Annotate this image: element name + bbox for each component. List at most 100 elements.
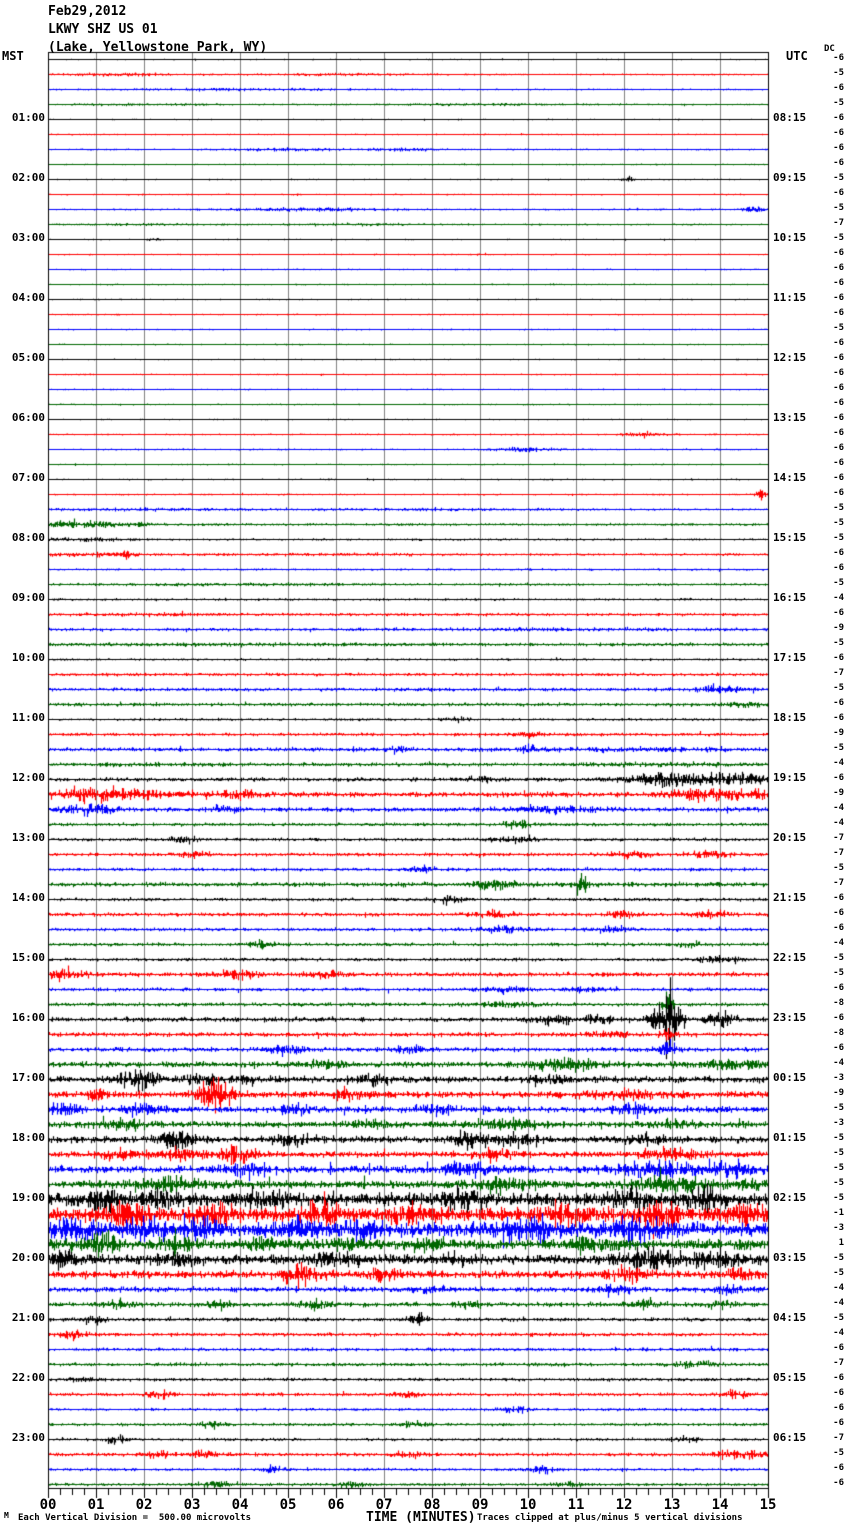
mst-hour-label: 04:00 xyxy=(11,291,45,304)
dc-value: -6 xyxy=(833,1403,844,1413)
x-tick-label: 09 xyxy=(471,1497,489,1513)
x-tick-label: 06 xyxy=(327,1497,345,1513)
dc-value: -6 xyxy=(833,398,844,408)
utc-hour-label: 23:15 xyxy=(773,1011,807,1024)
utc-hour-label: 12:15 xyxy=(773,351,807,364)
dc-value: -6 xyxy=(833,1388,844,1398)
left-timezone-label: MST xyxy=(2,49,24,63)
dc-value: -4 xyxy=(833,1283,844,1293)
dc-value: -9 xyxy=(833,1088,844,1098)
dc-value: -6 xyxy=(833,353,844,363)
dc-value: -6 xyxy=(833,983,844,993)
dc-value: -5 xyxy=(833,1313,844,1323)
dc-value: -4 xyxy=(833,1328,844,1338)
dc-value: 1 xyxy=(838,1238,844,1248)
mst-hour-label: 05:00 xyxy=(11,351,45,364)
corner-mark: M xyxy=(4,1511,9,1520)
dc-value: -4 xyxy=(833,938,844,948)
dc-value: -5 xyxy=(833,1133,844,1143)
dc-value: -6 xyxy=(833,443,844,453)
dc-value: -6 xyxy=(833,413,844,423)
utc-hour-label: 09:15 xyxy=(773,171,807,184)
dc-value: -4 xyxy=(833,803,844,813)
mst-hour-label: 21:00 xyxy=(11,1311,45,1324)
dc-value: -5 xyxy=(833,533,844,543)
dc-value: -7 xyxy=(833,1433,844,1443)
x-tick-label: 05 xyxy=(279,1497,297,1513)
dc-value: -1 xyxy=(833,1208,844,1218)
dc-value: -6 xyxy=(833,248,844,258)
mst-hour-label: 18:00 xyxy=(11,1131,45,1144)
mst-hour-label: 22:00 xyxy=(11,1371,45,1384)
utc-hour-label: 02:15 xyxy=(773,1191,807,1204)
dc-value: -6 xyxy=(833,308,844,318)
dc-value: -5 xyxy=(833,1163,844,1173)
dc-value: -6 xyxy=(833,128,844,138)
dc-value: -8 xyxy=(833,998,844,1008)
utc-hour-label: 22:15 xyxy=(773,951,807,964)
dc-value: -5 xyxy=(833,1448,844,1458)
header-date: Feb29,2012 xyxy=(48,4,127,19)
dc-value: -4 xyxy=(833,758,844,768)
dc-value: -6 xyxy=(833,278,844,288)
dc-value: -7 xyxy=(833,878,844,888)
dc-value: -6 xyxy=(833,143,844,153)
dc-value: -7 xyxy=(833,1358,844,1368)
mst-hour-label: 13:00 xyxy=(11,831,45,844)
dc-value: -6 xyxy=(833,428,844,438)
dc-value: -9 xyxy=(833,788,844,798)
dc-value: -4 xyxy=(833,1298,844,1308)
mst-hour-label: 23:00 xyxy=(11,1431,45,1444)
dc-value: -5 xyxy=(833,1268,844,1278)
utc-hour-label: 18:15 xyxy=(773,711,807,724)
mst-hour-label: 07:00 xyxy=(11,471,45,484)
dc-value: -5 xyxy=(833,578,844,588)
dc-value: -6 xyxy=(833,338,844,348)
dc-value: -5 xyxy=(833,173,844,183)
x-tick-label: 11 xyxy=(567,1497,585,1513)
utc-hour-label: 15:15 xyxy=(773,531,807,544)
dc-value: -6 xyxy=(833,488,844,498)
scale-note: Each Vertical Division = 500.00 microvol… xyxy=(18,1513,251,1523)
dc-value: -6 xyxy=(833,893,844,903)
dc-value: -7 xyxy=(833,218,844,228)
dc-value: -5 xyxy=(833,98,844,108)
dc-value: -5 xyxy=(833,1193,844,1203)
x-tick-label: 14 xyxy=(711,1497,729,1513)
x-tick-label: 03 xyxy=(183,1497,201,1513)
utc-hour-label: 00:15 xyxy=(773,1071,807,1084)
mst-hour-label: 02:00 xyxy=(11,171,45,184)
mst-hour-label: 17:00 xyxy=(11,1071,45,1084)
mst-hour-label: 03:00 xyxy=(11,231,45,244)
x-tick-label: 02 xyxy=(135,1497,153,1513)
x-tick-label: 08 xyxy=(423,1497,441,1513)
utc-hour-label: 21:15 xyxy=(773,891,807,904)
header-location: (Lake, Yellowstone Park, WY) xyxy=(48,40,268,55)
dc-value: -5 xyxy=(833,503,844,513)
utc-hour-label: 08:15 xyxy=(773,111,807,124)
dc-value: -5 xyxy=(833,1148,844,1158)
dc-value: -6 xyxy=(833,1373,844,1383)
utc-hour-label: 06:15 xyxy=(773,1431,807,1444)
dc-value: -6 xyxy=(833,698,844,708)
dc-value: -5 xyxy=(833,68,844,78)
dc-value: -4 xyxy=(833,1058,844,1068)
mst-hour-label: 20:00 xyxy=(11,1251,45,1264)
dc-value: -6 xyxy=(833,188,844,198)
utc-hour-label: 11:15 xyxy=(773,291,807,304)
dc-value: -6 xyxy=(833,608,844,618)
dc-value: -6 xyxy=(833,773,844,783)
mst-hour-label: 10:00 xyxy=(11,651,45,664)
utc-hour-label: 14:15 xyxy=(773,471,807,484)
dc-value: -5 xyxy=(833,683,844,693)
dc-value: -5 xyxy=(833,323,844,333)
utc-hour-label: 20:15 xyxy=(773,831,807,844)
dc-value: -5 xyxy=(833,1178,844,1188)
utc-hour-label: 19:15 xyxy=(773,771,807,784)
dc-column-header: DC xyxy=(824,44,835,54)
mst-hour-label: 12:00 xyxy=(11,771,45,784)
dc-value: -6 xyxy=(833,83,844,93)
dc-value: -5 xyxy=(833,743,844,753)
dc-value: -3 xyxy=(833,1073,844,1083)
dc-value: -9 xyxy=(833,728,844,738)
